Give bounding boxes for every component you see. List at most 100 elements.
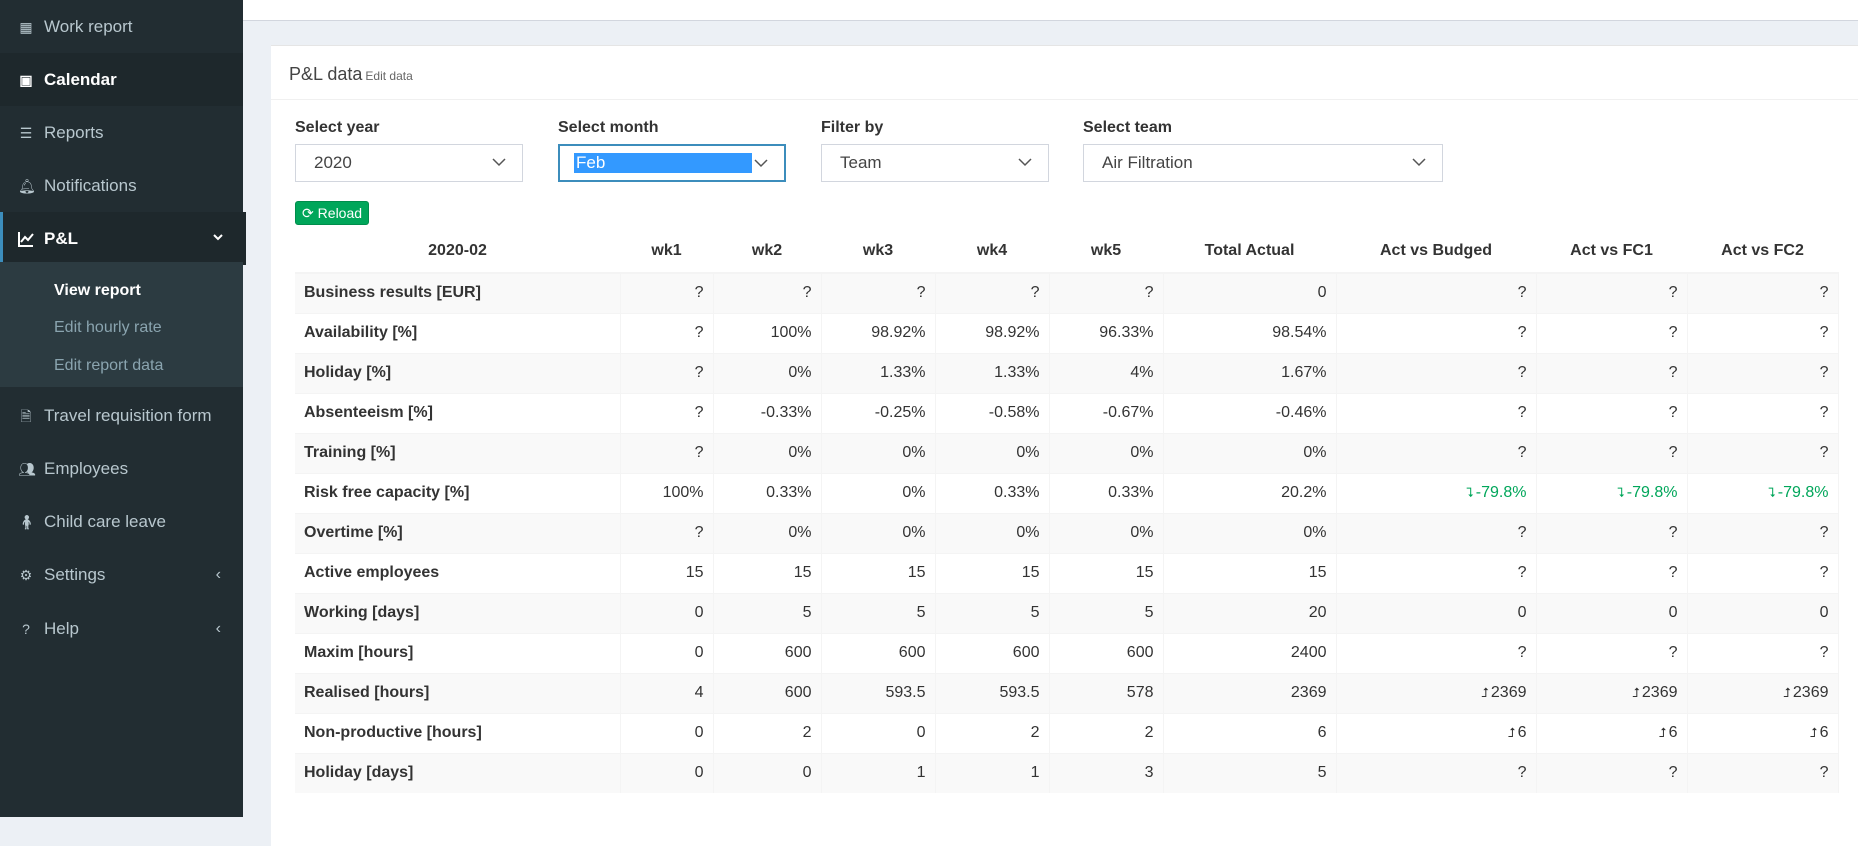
row-header: Risk free capacity [%] <box>295 472 621 513</box>
table-row: Business results [EUR]????? 0??? <box>295 272 1839 313</box>
select-year-dropdown[interactable]: 2020 <box>295 144 523 182</box>
list-icon: ☰ <box>19 124 33 141</box>
sidebar: ▦ Work report ▣ Calendar ☰ Reports 🔔︎ No… <box>0 0 246 817</box>
filter-by-dropdown[interactable]: Team <box>821 144 1049 182</box>
help-icon: ? <box>22 620 30 637</box>
table-cell: ? <box>1336 632 1537 673</box>
arrow-up-icon: ⮥ <box>1632 685 1640 700</box>
select-team-dropdown[interactable]: Air Filtration <box>1083 144 1443 182</box>
table-cell: 600 <box>935 632 1050 673</box>
refresh-icon: ⟳ <box>301 204 314 221</box>
table-cell: 98.54% <box>1163 312 1337 353</box>
nav-notifications[interactable]: 🔔︎ Notifications <box>0 159 243 212</box>
table-cell: ? <box>1687 312 1839 353</box>
calendar-icon: ▣ <box>19 71 33 88</box>
column-header: wk4 <box>935 230 1049 274</box>
table-cell: 100% <box>620 472 714 513</box>
arrow-up-icon: ⮥ <box>1809 725 1818 740</box>
nav-settings[interactable]: ⚙︎ Settings ‹ <box>0 548 243 601</box>
nav-label: Work report <box>44 16 133 36</box>
table-cell: 5 <box>713 592 822 633</box>
arrow-up-icon: ⮥ <box>1507 725 1516 740</box>
table-cell: ⮧ -79.8% <box>1687 472 1839 513</box>
table-cell: ⮧ -79.8% <box>1336 472 1537 513</box>
nav-label: Reports <box>44 122 104 142</box>
table-row: Maxim [hours] 0 600 600 600 600 2400??? <box>295 632 1839 673</box>
table-cell: ? <box>821 272 936 313</box>
row-header: Availability [%] <box>295 312 621 353</box>
submenu-edit-report-data[interactable]: Edit report data <box>54 357 164 374</box>
table-row: Realised [hours] 4 600 593.5 593.5 578 2369 ⮥ 23… <box>295 672 1839 713</box>
arrow-down-icon: ⮧ <box>1466 485 1474 500</box>
row-header: Working [days] <box>295 592 621 633</box>
nav-work-report[interactable]: ▦ Work report <box>0 0 243 53</box>
submenu-view-report[interactable]: View report <box>54 282 141 299</box>
users-icon: 👥︎ <box>18 460 36 477</box>
cell-value: 2369 <box>1792 684 1829 701</box>
nav-employees[interactable]: 👥︎ Employees <box>0 442 243 495</box>
table-cell: 0 <box>620 752 714 793</box>
arrow-down-icon: ⮧ <box>1617 485 1625 500</box>
nav-reports[interactable]: ☰ Reports <box>0 106 243 159</box>
select-year-label: Select year <box>295 119 380 136</box>
table-cell: 5 <box>1049 592 1164 633</box>
table-cell: 15 <box>713 552 822 593</box>
nav-pl[interactable]: P&L <box>0 212 246 265</box>
table-cell: ? <box>1336 552 1537 593</box>
table-cell: 0 <box>1536 592 1688 633</box>
table-cell: 1.33% <box>821 352 936 393</box>
table-cell: ? <box>620 512 714 553</box>
select-month-value: Feb <box>574 153 752 173</box>
table-row: Holiday [%]? 0% 1.33% 1.33% 4% 1.67%??? <box>295 352 1839 393</box>
table-cell: 98.92% <box>935 312 1050 353</box>
table-cell: ? <box>1536 512 1688 553</box>
table-cell: ? <box>1687 512 1839 553</box>
box-header: P&L data Edit data <box>271 46 1858 100</box>
filter-by-value: Team <box>840 153 882 172</box>
table-cell: ? <box>1336 312 1537 353</box>
box-subtitle: Edit data <box>365 69 413 83</box>
table-cell: 0% <box>821 432 936 473</box>
table-cell: ? <box>1336 392 1537 433</box>
table-cell: 600 <box>713 672 822 713</box>
nav-travel-requisition[interactable]: 🗎︎ Travel requisition form <box>0 389 243 442</box>
table-cell: ? <box>1336 752 1537 793</box>
table-cell: ? <box>1687 432 1839 473</box>
table-cell: ? <box>1687 352 1839 393</box>
table-cell: ? <box>620 312 714 353</box>
table-cell: 0% <box>713 352 822 393</box>
row-header: Holiday [%] <box>295 352 621 393</box>
table-cell: ? <box>1536 552 1688 593</box>
select-team-value: Air Filtration <box>1102 153 1193 172</box>
table-cell: ? <box>1687 632 1839 673</box>
table-cell: ? <box>1687 552 1839 593</box>
table-cell: 600 <box>1049 632 1164 673</box>
table-row: Overtime [%]? 0% 0% 0% 0% 0%??? <box>295 512 1839 553</box>
table-cell: 578 <box>1049 672 1164 713</box>
table-cell: 1.67% <box>1163 352 1337 393</box>
cell-value: -79.8% <box>1475 484 1527 501</box>
table-cell: 0 <box>1687 592 1839 633</box>
table-cell: ? <box>1336 272 1537 313</box>
table-cell: ? <box>1687 392 1839 433</box>
nav-calendar[interactable]: ▣ Calendar <box>0 53 243 106</box>
file-icon: 🗎︎ <box>20 407 32 424</box>
table-row: Active employees 15 15 15 15 15 15??? <box>295 552 1839 593</box>
top-bar <box>243 0 1858 21</box>
nav-help[interactable]: ? Help ‹ <box>0 602 243 655</box>
nav-child-care-leave[interactable]: 🧍︎ Child care leave <box>0 495 243 548</box>
table-cell: 0% <box>821 512 936 553</box>
reload-button[interactable]: ⟳ Reload <box>295 201 369 225</box>
submenu-edit-hourly-rate[interactable]: Edit hourly rate <box>54 319 162 336</box>
table-cell: 1 <box>935 752 1050 793</box>
row-header: Business results [EUR] <box>295 272 621 313</box>
table-cell: 6 <box>1163 712 1337 753</box>
table-cell: ? <box>713 272 822 313</box>
table-cell: 0% <box>1049 432 1164 473</box>
cell-value: 2369 <box>1641 684 1678 701</box>
nav-label: Employees <box>44 458 129 478</box>
table-cell: ? <box>1687 272 1839 313</box>
table-cell: -0.58% <box>935 392 1050 433</box>
select-month-dropdown[interactable]: Feb <box>558 144 786 182</box>
column-header: Act vs Budged <box>1336 230 1536 274</box>
